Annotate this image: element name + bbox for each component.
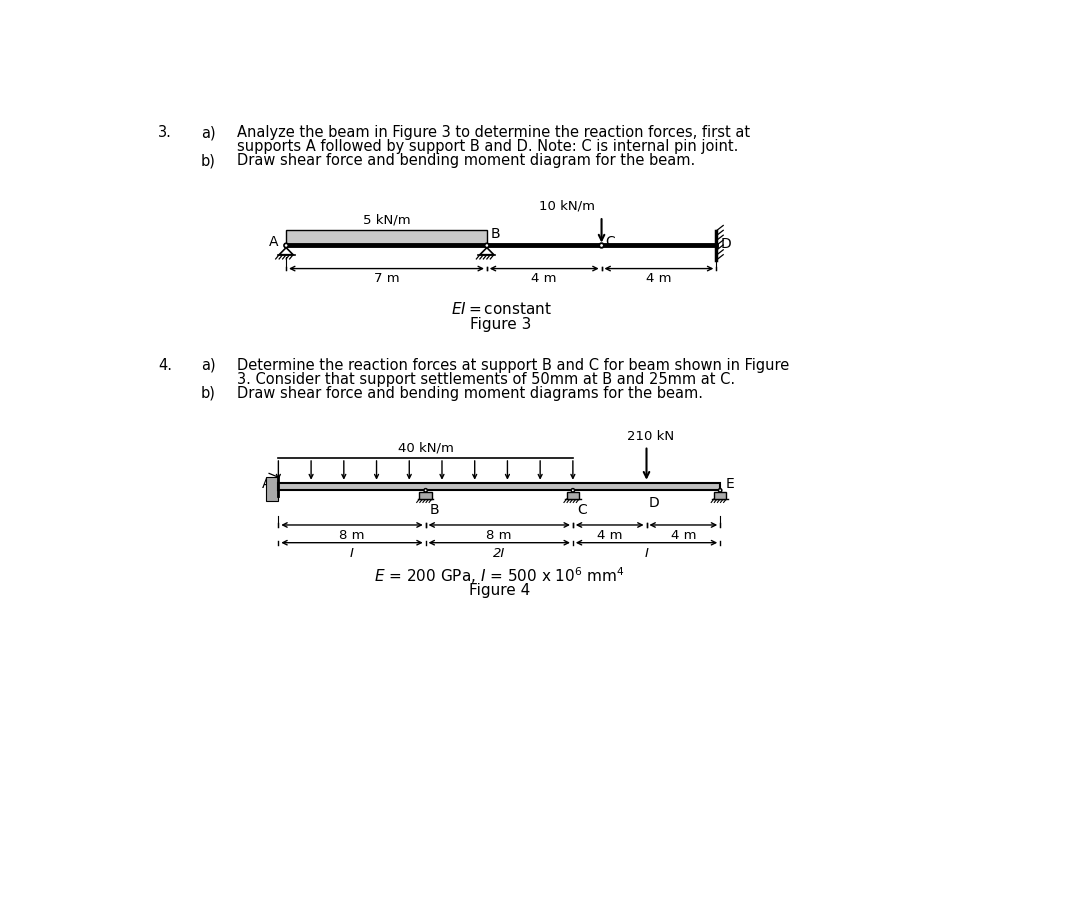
Circle shape (424, 489, 428, 492)
Bar (286, 230, 487, 246)
Text: 4 m: 4 m (597, 529, 622, 542)
Text: 40 kN/m: 40 kN/m (397, 442, 454, 455)
Text: Draw shear force and bending moment diagrams for the beam.: Draw shear force and bending moment diag… (238, 386, 703, 401)
Text: a): a) (201, 126, 216, 140)
Text: $EI$$ = \mathrm{constant}$: $EI$$ = \mathrm{constant}$ (450, 300, 552, 317)
Text: 8 m: 8 m (486, 529, 512, 542)
Text: 4 m: 4 m (671, 529, 697, 542)
Text: b): b) (201, 386, 216, 401)
Text: a): a) (201, 358, 216, 373)
Text: B: B (490, 227, 500, 241)
Text: $E$ = 200 GPa, $I$ = 500 x 10$^{6}$ mm$^{4}$: $E$ = 200 GPa, $I$ = 500 x 10$^{6}$ mm$^… (374, 566, 624, 587)
Text: B: B (430, 503, 440, 518)
Bar (419, 492, 432, 499)
Text: 210 kN: 210 kN (626, 430, 674, 442)
Text: 8 m: 8 m (339, 529, 365, 542)
Circle shape (284, 243, 288, 248)
Text: Determine the reaction forces at support B and C for beam shown in Figure: Determine the reaction forces at support… (238, 358, 789, 373)
Text: b): b) (201, 153, 216, 168)
Text: Draw shear force and bending moment diagram for the beam.: Draw shear force and bending moment diag… (238, 153, 696, 168)
Text: Figure 3: Figure 3 (471, 317, 531, 332)
Text: 3. Consider that support settlements of 50mm at B and 25mm at C.: 3. Consider that support settlements of … (238, 371, 735, 387)
Text: D: D (649, 496, 660, 509)
Text: supports A followed by support B and D. Note: C is internal pin joint.: supports A followed by support B and D. … (238, 139, 739, 154)
Text: I: I (645, 546, 648, 560)
Text: 7 m: 7 m (374, 273, 400, 285)
Text: 4 m: 4 m (646, 273, 672, 285)
Text: 10 kN/m: 10 kN/m (539, 199, 595, 213)
Text: C: C (577, 503, 586, 518)
Text: 4.: 4. (159, 358, 172, 373)
Text: I: I (350, 546, 354, 560)
Text: E: E (726, 477, 734, 492)
Circle shape (485, 243, 489, 248)
Circle shape (571, 489, 575, 492)
Text: D: D (721, 237, 731, 251)
Bar (279, 483, 720, 491)
Text: 2I: 2I (494, 546, 505, 560)
Bar (266, 477, 279, 501)
Circle shape (599, 243, 604, 248)
Text: C: C (606, 235, 616, 249)
Circle shape (718, 489, 721, 492)
Bar (567, 492, 579, 499)
Text: 5 kN/m: 5 kN/m (363, 214, 410, 227)
Text: A: A (261, 477, 271, 492)
Text: A: A (269, 235, 279, 249)
Polygon shape (480, 248, 494, 255)
Text: Figure 4: Figure 4 (469, 583, 530, 597)
Text: 3.: 3. (159, 126, 172, 140)
Text: 4 m: 4 m (531, 273, 557, 285)
Bar (714, 492, 727, 499)
Polygon shape (279, 248, 293, 255)
Text: Analyze the beam in Figure 3 to determine the reaction forces, first at: Analyze the beam in Figure 3 to determin… (238, 126, 751, 140)
